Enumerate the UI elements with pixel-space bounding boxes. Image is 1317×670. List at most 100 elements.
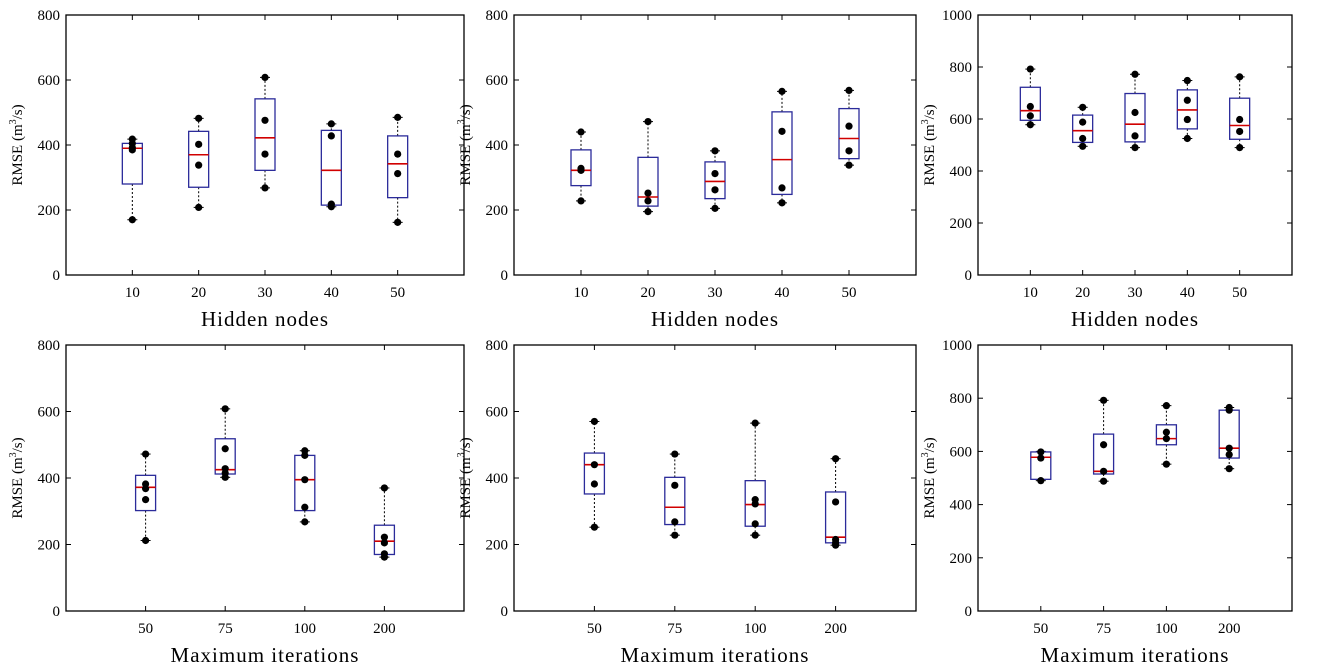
y-tick-label: 400 bbox=[486, 471, 509, 487]
y-axis-title-end: /s) bbox=[922, 104, 938, 119]
x-tick-label: 50 bbox=[1232, 285, 1247, 301]
data-point bbox=[778, 127, 786, 135]
data-point bbox=[380, 539, 388, 547]
data-point bbox=[1183, 115, 1191, 124]
data-point bbox=[1131, 70, 1139, 78]
data-point bbox=[590, 480, 599, 488]
data-point bbox=[751, 520, 759, 528]
box-40 bbox=[320, 120, 342, 211]
y-axis-title-end: /s) bbox=[10, 104, 26, 119]
y-axis-title-end: /s) bbox=[458, 104, 474, 119]
box-30 bbox=[704, 147, 726, 212]
iqr-box bbox=[637, 156, 659, 207]
x-axis-title: Hidden nodes bbox=[1071, 307, 1199, 331]
data-point bbox=[380, 533, 388, 541]
data-point bbox=[590, 417, 599, 426]
x-tick-label: 200 bbox=[373, 621, 396, 637]
y-tick-label: 600 bbox=[38, 405, 61, 421]
data-point bbox=[394, 150, 402, 158]
data-point bbox=[778, 184, 786, 192]
data-point bbox=[142, 536, 150, 545]
y-tick-label: 0 bbox=[965, 268, 973, 284]
data-point bbox=[1037, 448, 1045, 456]
box-20 bbox=[1072, 103, 1094, 150]
y-tick-label: 0 bbox=[53, 604, 61, 620]
y-axis-title: RMSE (m3/s) bbox=[920, 104, 938, 185]
data-point bbox=[1026, 65, 1034, 73]
x-tick-label: 200 bbox=[824, 621, 847, 637]
data-point bbox=[1183, 76, 1191, 85]
box-20 bbox=[188, 114, 210, 211]
box-20 bbox=[637, 118, 659, 216]
plot-frame bbox=[513, 14, 917, 276]
panel-5: 0 200 400 600 800 50 75 100 200 Maximum iteration… bbox=[456, 338, 917, 667]
x-axis-title: Maximum iterations bbox=[1041, 643, 1230, 667]
x-tick-label: 75 bbox=[667, 621, 682, 637]
y-axis-title-main: RMSE (m bbox=[922, 457, 938, 519]
data-point bbox=[1236, 144, 1244, 152]
data-point bbox=[301, 518, 309, 526]
data-point bbox=[261, 184, 269, 192]
y-tick-label: 200 bbox=[950, 551, 973, 567]
plot-frame bbox=[513, 344, 917, 612]
data-point bbox=[1037, 454, 1045, 462]
panel-3: 0 200 400 600 800 1000 10 20 30 40 50 Hidden nodes R… bbox=[920, 8, 1293, 331]
data-point bbox=[711, 186, 719, 194]
y-axis-title-superscript: 3 bbox=[920, 119, 931, 124]
iqr-box bbox=[583, 452, 606, 495]
data-point bbox=[301, 447, 309, 455]
data-point bbox=[1100, 396, 1108, 404]
data-point bbox=[832, 498, 840, 506]
x-axis-title: Maximum iterations bbox=[171, 643, 360, 667]
panel-6: 0 200 400 600 800 1000 50 75 100 200 Maximum itera… bbox=[920, 338, 1293, 667]
data-point bbox=[1225, 465, 1233, 473]
data-point bbox=[1236, 127, 1244, 136]
y-tick-label: 0 bbox=[501, 604, 509, 620]
box-40 bbox=[771, 87, 793, 207]
data-point bbox=[711, 204, 719, 212]
box-100 bbox=[294, 447, 316, 526]
x-tick-label: 75 bbox=[1096, 621, 1111, 637]
y-tick-label: 200 bbox=[38, 203, 61, 219]
iqr-box bbox=[1019, 86, 1041, 121]
data-point bbox=[301, 476, 309, 484]
y-tick-label: 400 bbox=[950, 164, 973, 180]
box-100 bbox=[744, 419, 766, 539]
y-axis-title-main: RMSE (m bbox=[458, 457, 474, 519]
y-tick-label: 800 bbox=[38, 338, 61, 354]
data-point bbox=[1162, 428, 1170, 436]
x-tick-label: 20 bbox=[641, 285, 656, 301]
data-point bbox=[1079, 134, 1087, 143]
data-point bbox=[327, 120, 335, 128]
data-point bbox=[394, 170, 402, 178]
data-point bbox=[380, 484, 388, 492]
y-tick-label: 800 bbox=[486, 338, 509, 354]
data-point bbox=[195, 161, 203, 169]
data-point bbox=[845, 86, 853, 94]
x-tick-label: 40 bbox=[775, 285, 790, 301]
data-point bbox=[711, 147, 719, 155]
iqr-box bbox=[1072, 114, 1094, 144]
data-point bbox=[1026, 112, 1034, 120]
y-axis-title-end: /s) bbox=[10, 437, 26, 452]
data-point bbox=[327, 132, 335, 140]
data-point bbox=[1225, 403, 1233, 412]
x-tick-label: 50 bbox=[390, 285, 405, 301]
y-tick-label: 600 bbox=[486, 405, 509, 421]
y-axis-title-end: /s) bbox=[458, 437, 474, 452]
x-tick-label: 20 bbox=[191, 285, 206, 301]
x-tick-label: 10 bbox=[125, 285, 140, 301]
y-tick-label: 600 bbox=[950, 112, 973, 128]
box-50 bbox=[583, 417, 606, 531]
data-point bbox=[832, 455, 840, 463]
panel-2: 0 200 400 600 800 10 20 30 40 50 Hidden nodes RMSE … bbox=[456, 8, 917, 331]
data-point bbox=[832, 535, 840, 544]
box-200 bbox=[1218, 403, 1240, 473]
data-point bbox=[1236, 115, 1244, 124]
y-tick-label: 400 bbox=[38, 471, 61, 487]
data-point bbox=[778, 87, 786, 95]
y-axis-title: RMSE (m3/s) bbox=[456, 104, 474, 185]
data-point bbox=[751, 496, 759, 504]
y-axis-title-superscript: 3 bbox=[920, 452, 931, 457]
